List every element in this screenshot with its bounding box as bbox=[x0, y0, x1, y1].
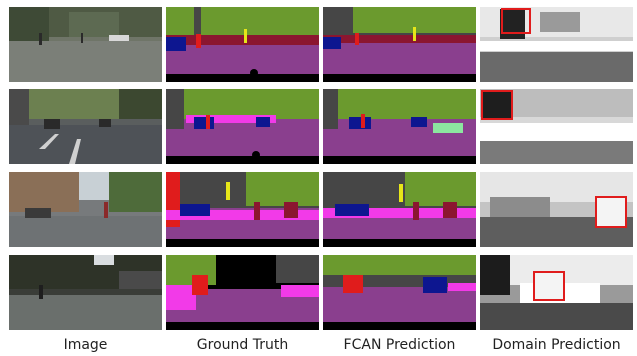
caption-fcan-prediction: FCAN Prediction bbox=[343, 337, 456, 353]
row1-image bbox=[9, 7, 162, 82]
highlight-box bbox=[481, 90, 513, 120]
row2-domain-prediction bbox=[480, 89, 633, 164]
highlight-box bbox=[533, 271, 565, 301]
row3-ground-truth bbox=[166, 172, 319, 247]
row3-image bbox=[9, 172, 162, 247]
row1-ground-truth bbox=[166, 7, 319, 82]
row4-fcan-prediction bbox=[323, 255, 476, 330]
row3-fcan-prediction bbox=[323, 172, 476, 247]
highlight-box bbox=[595, 196, 627, 228]
row4-image bbox=[9, 255, 162, 330]
caption-ground-truth: Ground Truth bbox=[196, 337, 289, 353]
row4-ground-truth bbox=[166, 255, 319, 330]
row2-ground-truth bbox=[166, 89, 319, 164]
row1-fcan-prediction bbox=[323, 7, 476, 82]
caption-domain-prediction: Domain Prediction bbox=[492, 337, 621, 353]
row3-domain-prediction bbox=[480, 172, 633, 247]
caption-image: Image bbox=[63, 337, 108, 353]
row2-fcan-prediction bbox=[323, 89, 476, 164]
row4-domain-prediction bbox=[480, 255, 633, 330]
highlight-box bbox=[501, 8, 531, 34]
row2-image bbox=[9, 89, 162, 164]
row1-domain-prediction bbox=[480, 7, 633, 82]
